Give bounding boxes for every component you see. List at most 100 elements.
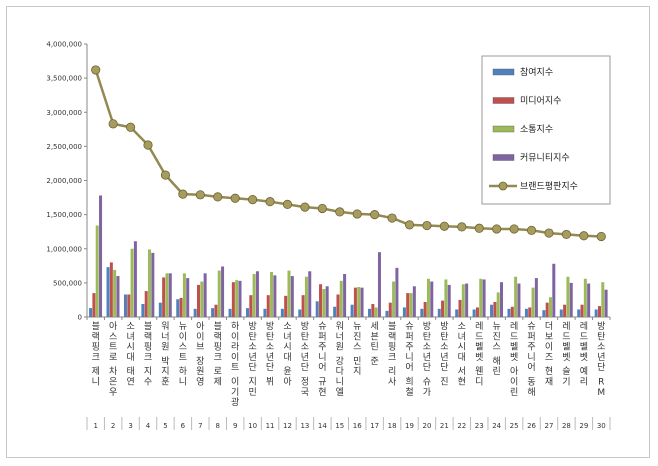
y-tick-label: 1,500,000 (46, 211, 82, 219)
bar-4-29 (587, 283, 591, 317)
bar-1-22 (455, 309, 459, 317)
rank-label-10: 10 (248, 422, 257, 430)
line-series (91, 65, 606, 242)
bar-1-6 (176, 299, 180, 317)
brand-index-point-7 (195, 190, 205, 200)
rank-label-18: 18 (388, 422, 397, 430)
bar-2-11 (266, 295, 270, 317)
bar-4-14 (325, 286, 329, 317)
rank-label-15: 15 (335, 422, 344, 430)
bar-3-26 (531, 287, 535, 317)
bar-4-30 (604, 289, 608, 317)
bar-2-24 (493, 301, 497, 317)
bar-2-14 (319, 284, 323, 317)
bar-4-8 (221, 266, 225, 317)
legend-swatch-3 (492, 125, 515, 133)
rank-label-23: 23 (475, 422, 484, 430)
brand-index-point-30 (596, 231, 606, 242)
bar-4-12 (290, 276, 294, 317)
rank-label-8: 8 (216, 422, 220, 430)
bar-4-26 (534, 278, 538, 317)
bar-3-28 (566, 276, 570, 317)
brand-index-point-2 (108, 119, 118, 129)
bar-1-20 (420, 308, 424, 317)
bar-2-30 (597, 306, 601, 317)
bar-2-4 (144, 291, 148, 317)
rank-label-5: 5 (163, 422, 167, 430)
bar-3-25 (514, 276, 518, 317)
bar-1-24 (490, 304, 494, 317)
rank-label-3: 3 (128, 422, 132, 430)
brand-index-point-19 (404, 220, 415, 230)
rank-label-17: 17 (370, 422, 379, 430)
bar-1-17 (368, 308, 372, 317)
bar-2-9 (231, 282, 235, 317)
bar-1-10 (245, 308, 250, 317)
brand-index-point-25 (509, 224, 519, 234)
bar-4-13 (308, 271, 312, 317)
rank-label-24: 24 (492, 422, 501, 430)
bar-2-3 (127, 294, 131, 317)
rank-label-30: 30 (597, 422, 606, 430)
bar-2-18 (388, 302, 392, 317)
bar-4-17 (377, 252, 381, 317)
bar-2-27 (545, 302, 549, 317)
bar-2-7 (197, 284, 201, 317)
bar-1-2 (106, 267, 110, 317)
rank-label-4: 4 (146, 422, 151, 430)
brand-index-point-21 (439, 221, 449, 231)
bar-3-5 (165, 273, 169, 317)
bar-2-21 (441, 300, 445, 317)
bar-1-13 (298, 309, 302, 317)
legend-label-5: 브랜드평판지수 (520, 181, 578, 192)
bar-4-7 (203, 273, 207, 317)
y-tick-label: 500,000 (53, 279, 82, 287)
brand-index-point-4 (143, 140, 153, 150)
bar-4-20 (430, 281, 434, 317)
rank-label-22: 22 (457, 422, 466, 430)
bar-4-11 (273, 275, 277, 317)
y-tick-label: 2,000,000 (46, 177, 82, 185)
bar-1-18 (385, 310, 389, 317)
brand-index-point-13 (300, 202, 310, 212)
axes: 0 500,000 1,000,000 1,500,000 2,000,000 2,500… (46, 41, 611, 430)
bar-4-28 (569, 282, 573, 317)
bar-4-10 (255, 271, 259, 317)
bar-1-19 (402, 307, 406, 317)
bar-2-16 (353, 287, 357, 317)
legend-swatch-2 (492, 97, 515, 104)
bar-series (89, 195, 608, 317)
y-tick-label: 3,500,000 (46, 75, 82, 83)
rank-label-6: 6 (181, 422, 186, 430)
brand-index-point-6 (178, 189, 188, 199)
bar-1-21 (437, 308, 441, 317)
bar-1-7 (193, 308, 197, 317)
brand-index-point-29 (579, 231, 589, 241)
rank-label-20: 20 (422, 422, 431, 430)
bar-4-18 (395, 267, 399, 317)
bar-1-15 (333, 306, 337, 317)
rank-label-26: 26 (527, 422, 536, 430)
legend-marker (498, 181, 508, 191)
bar-3-29 (583, 278, 587, 317)
bar-3-2 (113, 269, 117, 317)
bar-1-14 (315, 301, 319, 317)
bar-2-29 (580, 304, 584, 317)
bar-3-6 (182, 273, 186, 317)
bar-4-3 (133, 241, 137, 317)
